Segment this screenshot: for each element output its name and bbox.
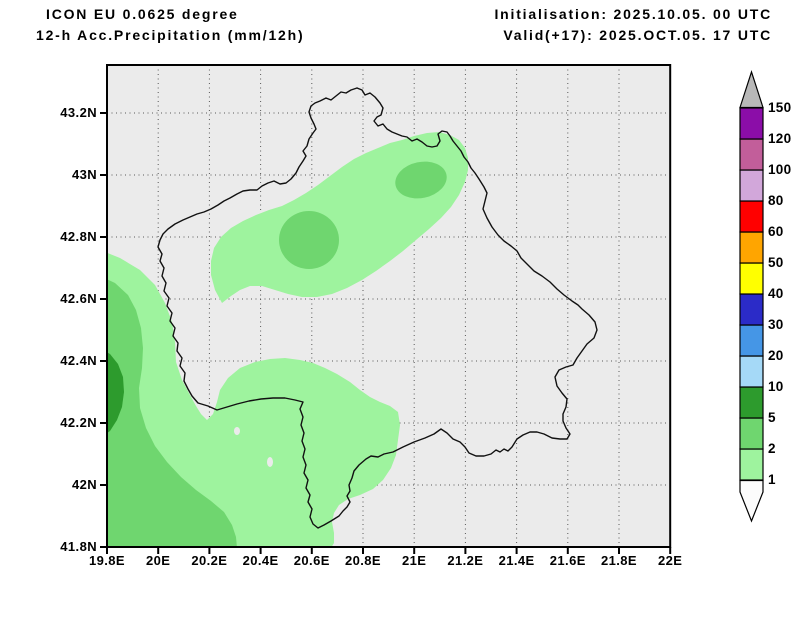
y-axis-tick-label: 42.6N [60, 291, 97, 306]
y-axis-tick-label: 43N [71, 167, 97, 182]
precip-core-north-east [395, 161, 447, 199]
precip-core-north-west [279, 211, 339, 269]
colorbar-segment-80-100 [739, 169, 764, 202]
y-axis-tick-label: 42.4N [60, 353, 97, 368]
colorbar-overflow-up-arrow [739, 70, 764, 109]
x-axis-tick-label: 21.2E [447, 553, 484, 568]
colorbar-level-label: 80 [768, 193, 784, 208]
colorbar-segment-10-20 [739, 355, 764, 388]
x-axis-tick-label: 19.8E [89, 553, 125, 568]
y-axis-tick-label: 43.2N [60, 105, 97, 120]
page-subtitle-product: 12-h Acc.Precipitation (mm/12h) [36, 27, 305, 43]
y-axis-tick-label: 41.8N [60, 539, 97, 554]
x-axis-tick-label: 21E [402, 553, 427, 568]
x-axis-tick-label: 20.6E [293, 553, 330, 568]
x-axis-tick-label: 20.8E [345, 553, 381, 568]
colorbar-segment-30-40 [739, 293, 764, 326]
colorbar-level-label: 60 [768, 224, 784, 239]
valid-time-label: Valid(+17): 2025.OCT.05. 17 UTC [503, 27, 772, 43]
map-frame [106, 64, 672, 548]
colorbar-level-label: 20 [768, 348, 784, 363]
x-axis-tick-label: 21.8E [601, 553, 637, 568]
page-title-model: ICON EU 0.0625 degree [46, 6, 239, 22]
x-axis-tick-label: 20.2E [191, 553, 228, 568]
colorbar-segment-50-60 [739, 231, 764, 264]
dry-hole-small-1 [234, 427, 240, 435]
x-axis-tick-label: 20.4E [242, 553, 279, 568]
colorbar-level-label: 10 [768, 379, 784, 394]
init-time-label: Initialisation: 2025.10.05. 00 UTC [494, 6, 772, 22]
colorbar-level-label: 120 [768, 131, 792, 146]
colorbar-segment-2-5 [739, 417, 764, 450]
y-axis-tick-label: 42.8N [60, 229, 97, 244]
colorbar-level-label: 150 [768, 100, 792, 115]
colorbar-level-label: 40 [768, 286, 784, 301]
precip-region-southwest-medium [107, 279, 237, 547]
colorbar-level-label: 2 [768, 441, 776, 456]
colorbar-level-label: 100 [768, 162, 792, 177]
colorbar-segments [739, 107, 764, 481]
colorbar-segment-20-30 [739, 324, 764, 357]
x-axis-tick-label: 22E [658, 553, 683, 568]
colorbar-segment-5-10 [739, 386, 764, 419]
colorbar-level-label: 5 [768, 410, 776, 425]
x-axis-tick-label: 20E [146, 553, 171, 568]
precip-region-southwest-dark-core [107, 352, 124, 434]
colorbar-segment-100-120 [739, 138, 764, 171]
axis-tick-marks [100, 112, 672, 554]
x-axis-tick-label: 21.6E [549, 553, 586, 568]
colorbar-level-label: 50 [768, 255, 784, 270]
colorbar-level-label: 30 [768, 317, 784, 332]
colorbar-segment-60-80 [739, 200, 764, 233]
y-axis-tick-label: 42N [71, 477, 97, 492]
x-axis-tick-label: 21.4E [498, 553, 535, 568]
colorbar-segment-1-2 [739, 448, 764, 481]
dry-hole-small-2 [267, 457, 273, 467]
colorbar-underflow-down-arrow [739, 479, 764, 523]
kosovo-border [157, 87, 598, 529]
colorbar-segment-120-150 [739, 107, 764, 140]
colorbar-level-label: 1 [768, 472, 776, 487]
y-axis-tick-label: 42.2N [60, 415, 97, 430]
colorbar-segment-40-50 [739, 262, 764, 295]
colorbar [739, 70, 764, 523]
